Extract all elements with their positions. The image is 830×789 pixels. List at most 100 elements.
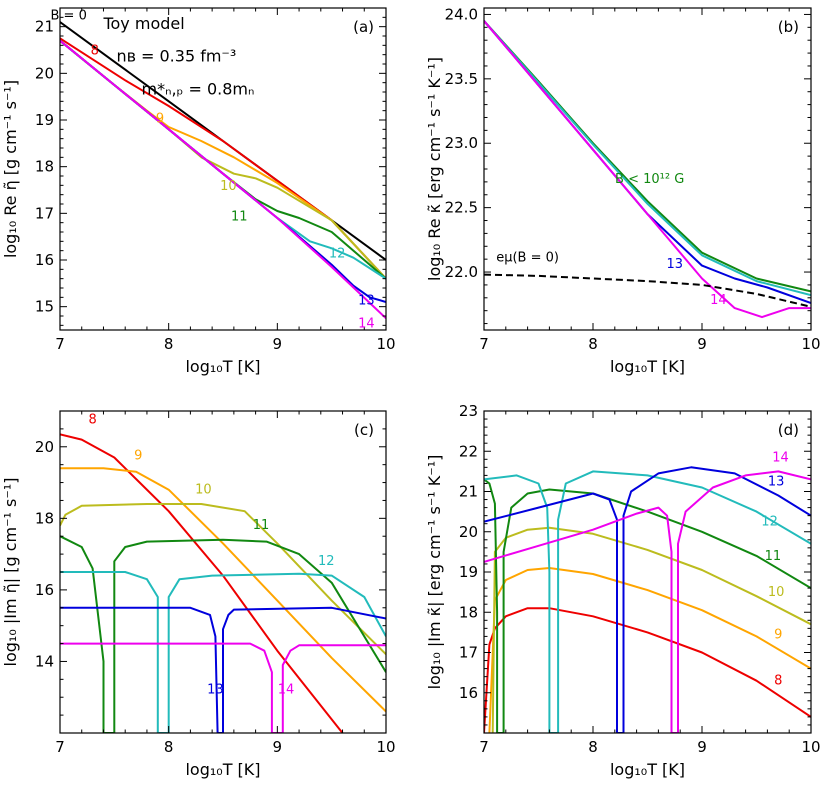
y-tick-label: 19 <box>459 563 478 581</box>
series-group <box>484 20 811 319</box>
series-group <box>484 466 811 733</box>
x-tick-label: 7 <box>55 335 65 353</box>
x-tick-label: 7 <box>479 335 489 353</box>
y-tick-label: 17 <box>35 204 54 222</box>
x-axis-label: log₁₀T [K] <box>610 760 685 779</box>
series-label-emu: eμ(B = 0) <box>496 251 559 266</box>
series-label-11: 11 <box>765 549 782 564</box>
x-tick-label: 10 <box>376 335 395 353</box>
series-line-a-9 <box>60 39 386 280</box>
annotation-text: Toy model <box>102 14 184 33</box>
series-line-c-12 <box>60 571 386 733</box>
series-line-d-9 <box>488 567 811 733</box>
annotation-text: nʙ = 0.35 fm⁻³ <box>117 47 237 66</box>
x-tick-label: 8 <box>164 335 174 353</box>
y-tick-label: 18 <box>459 603 478 621</box>
series-line-a-14 <box>60 39 386 320</box>
x-tick-label: 9 <box>273 335 283 353</box>
series-line-d-11 <box>484 478 811 733</box>
panel-label: (b) <box>778 18 799 36</box>
series-label-B0: B = 0 <box>51 9 87 24</box>
series-line-d-8 <box>484 607 811 733</box>
y-tick-label: 20 <box>35 64 54 82</box>
y-tick-label: 17 <box>459 644 478 662</box>
series-label-12: 12 <box>761 515 778 530</box>
y-tick-label: 24.0 <box>445 5 478 23</box>
y-tick-label: 22.0 <box>445 263 478 281</box>
series-label-weak: B < 10¹² G <box>615 172 684 187</box>
y-tick-label: 23 <box>459 402 478 420</box>
series-line-d-13 <box>484 466 811 733</box>
panel-label: (d) <box>778 421 799 439</box>
y-tick-label: 20 <box>35 438 54 456</box>
y-tick-label: 16 <box>459 684 478 702</box>
series-line-c-8 <box>60 433 344 733</box>
panel-b: 7 8 9 10 22.0 22.5 23.0 23.5 24.0 log₁₀T [K] log₁₀… <box>425 5 821 376</box>
x-tick-label: 7 <box>55 738 65 756</box>
x-axis-label: log₁₀T [K] <box>185 760 260 779</box>
series-line-a-8 <box>60 37 386 280</box>
series-label-11: 11 <box>253 518 270 533</box>
series-line-c-9 <box>60 467 386 713</box>
series-line-b-12 <box>484 20 811 297</box>
x-tick-label: 9 <box>697 335 707 353</box>
series-line-c-10 <box>60 503 386 656</box>
y-tick-label: 23.0 <box>445 134 478 152</box>
y-axis-label: log₁₀ |Im η̃| [g cm⁻¹ s⁻¹] <box>1 478 20 667</box>
x-axis-label: log₁₀T [K] <box>610 357 685 376</box>
series-label-9: 9 <box>774 627 782 642</box>
panel-d: 7 8 9 10 16 17 18 19 20 21 22 23 log₁₀T [K] log₁₀ |Im… <box>425 402 821 779</box>
series-line-c-11 <box>60 535 386 733</box>
series-label-14: 14 <box>772 450 789 465</box>
x-tick-label: 7 <box>479 738 489 756</box>
series-label-14: 14 <box>710 293 727 308</box>
x-tick-label: 8 <box>164 738 174 756</box>
series-line-a-10 <box>60 39 386 280</box>
y-tick-label: 16 <box>35 251 54 269</box>
y-tick-label: 18 <box>35 158 54 176</box>
x-tick-label: 9 <box>697 738 707 756</box>
y-axis-label: log₁₀ Re κ̃ [erg cm⁻¹ s⁻¹ K⁻¹] <box>425 57 444 281</box>
series-line-b-14 <box>484 20 811 319</box>
series-line-d-10 <box>491 526 811 733</box>
y-tick-label: 20 <box>459 523 478 541</box>
series-label-8: 8 <box>88 413 96 428</box>
x-tick-label: 10 <box>801 738 820 756</box>
series-label-10: 10 <box>220 179 237 194</box>
y-tick-label: 22.5 <box>445 199 478 217</box>
series-label-13: 13 <box>207 683 224 698</box>
series-line-c-14 <box>60 642 386 733</box>
panel-label: (c) <box>354 421 374 439</box>
y-tick-label: 21 <box>459 483 478 501</box>
y-tick-label: 15 <box>35 298 54 316</box>
panel-label: (a) <box>353 18 374 36</box>
series-label-14: 14 <box>278 683 295 698</box>
x-axis-label: log₁₀T [K] <box>185 357 260 376</box>
series-line-a-11 <box>60 39 386 280</box>
panel-c: 7 8 9 10 14 16 18 20 log₁₀T [K] log₁₀ |Im η̃| [g … <box>1 410 396 779</box>
x-tick-label: 10 <box>376 738 395 756</box>
y-tick-label: 18 <box>35 509 54 527</box>
series-group <box>60 433 386 733</box>
series-label-9: 9 <box>134 448 142 463</box>
axes-frame <box>59 7 387 331</box>
series-label-12: 12 <box>318 554 335 569</box>
x-tick-label: 8 <box>588 738 598 756</box>
series-group <box>60 21 386 320</box>
y-axis-label: log₁₀ Re η̃ [g cm⁻¹ s⁻¹] <box>1 80 20 258</box>
y-tick-label: 22 <box>459 442 478 460</box>
y-tick-label: 21 <box>35 18 54 36</box>
series-label-13: 13 <box>768 474 785 489</box>
y-axis-label: log₁₀ |Im κ̃| [erg cm⁻¹ s⁻¹ K⁻¹] <box>425 455 444 690</box>
x-tick-label: 9 <box>273 738 283 756</box>
panel-a: 7 8 9 10 15 16 17 18 19 20 21 log₁₀T [K] log₁₀ Re η̃… <box>1 7 396 376</box>
series-label-13: 13 <box>358 293 375 308</box>
series-label-9: 9 <box>156 111 164 126</box>
x-tick-label: 8 <box>588 335 598 353</box>
y-tick-label: 14 <box>35 652 54 670</box>
series-label-11: 11 <box>231 209 248 224</box>
series-line-a-12 <box>60 39 386 280</box>
x-tick-label: 10 <box>801 335 820 353</box>
series-line-c-13 <box>60 606 386 733</box>
